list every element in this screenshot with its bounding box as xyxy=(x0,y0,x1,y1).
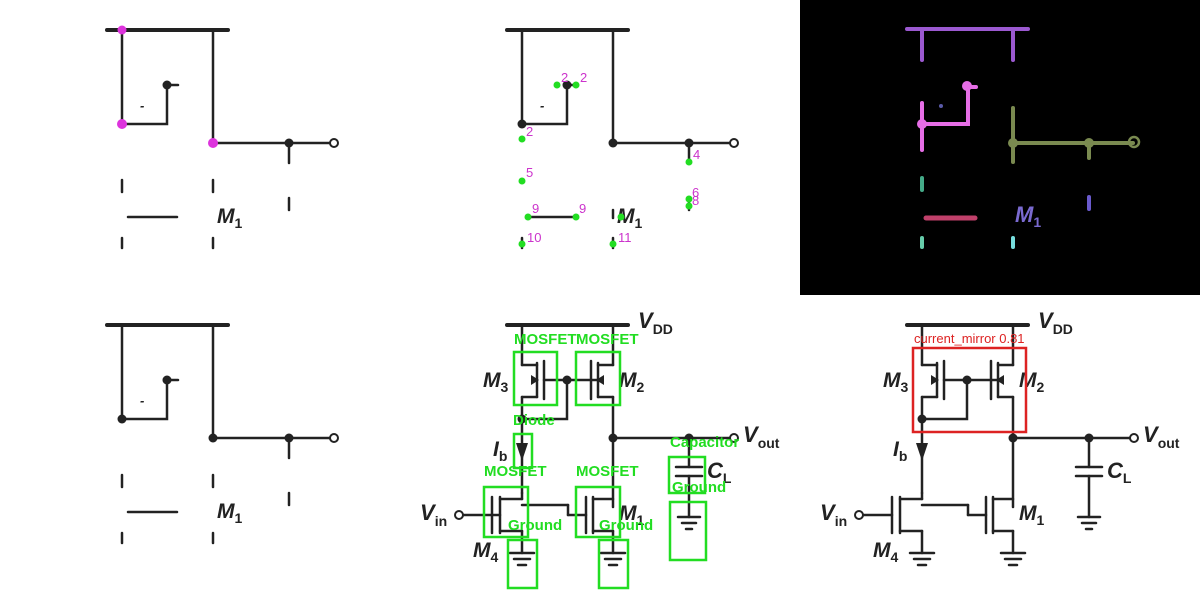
label-cl: CL xyxy=(1107,458,1132,486)
detection-label: MOSFET xyxy=(514,331,577,348)
label-m1: M1 xyxy=(1019,502,1045,528)
keypoints-canvas: - M1 2 2 2 5 9 9 xyxy=(505,28,739,250)
label-m3: M3 xyxy=(883,369,909,395)
mask-label-m1: M1 xyxy=(1015,202,1041,230)
keypoint xyxy=(685,158,693,166)
keypoint xyxy=(685,195,693,203)
junction-dot xyxy=(117,25,127,35)
panel-component-detection: VDD M3 M2 Ib Vout CL Vin M1 M4 MOSFET xyxy=(400,295,800,590)
group-canvas: VDD M3 M2 Ib Vout CL Vin M1 M4 current_m… xyxy=(820,308,1180,567)
label-m1: M1 xyxy=(217,500,243,526)
label-m1: M1 xyxy=(619,502,645,528)
label-vin: Vin xyxy=(420,500,447,529)
detection-box-diode xyxy=(512,432,534,470)
label-m4: M4 xyxy=(873,539,899,565)
label-vin: Vin xyxy=(820,500,847,529)
keypoint-label: 2 xyxy=(561,70,568,85)
skeleton-canvas: - M1 xyxy=(105,323,339,545)
group-label: current_mirror 0.81 xyxy=(914,331,1025,346)
keypoint-label: 4 xyxy=(693,147,700,162)
keypoint xyxy=(518,135,526,143)
keypoint xyxy=(518,177,526,185)
label-m4: M4 xyxy=(473,539,499,565)
junction-dot xyxy=(117,119,127,129)
keypoint xyxy=(572,81,580,89)
label-vout: Vout xyxy=(743,422,780,451)
detection-label: Ground xyxy=(672,479,726,496)
detection-box-mosfet xyxy=(574,350,622,407)
group-box-current-mirror xyxy=(911,346,1028,434)
keypoint-label: 6 xyxy=(692,185,699,200)
keypoint-label: 8 xyxy=(692,193,699,208)
segmentation-canvas: M1 xyxy=(800,0,1200,295)
panel-subcircuit-group: VDD M3 M2 Ib Vout CL Vin M1 M4 current_m… xyxy=(800,295,1200,590)
panel-skeleton: - M1 xyxy=(0,295,400,590)
label-ib: Ib xyxy=(893,438,907,464)
detection-label: Diode xyxy=(513,412,555,429)
keypoint-label: 11 xyxy=(618,230,632,245)
label-m2: M2 xyxy=(619,369,645,395)
detection-box-mosfet xyxy=(574,485,622,539)
detection-box-ground xyxy=(668,500,708,562)
keypoint xyxy=(617,213,625,221)
skeleton-junctions-canvas: - M1 xyxy=(105,25,339,250)
keypoint xyxy=(685,202,693,210)
detection-label: MOSFET xyxy=(576,331,639,348)
keypoint xyxy=(518,240,526,248)
keypoint xyxy=(524,213,532,221)
detection-box-ground xyxy=(506,538,539,590)
label-vdd: VDD xyxy=(1038,308,1073,337)
panel-segmentation-mask: M1 xyxy=(800,0,1200,295)
detection-canvas: VDD M3 M2 Ib Vout CL Vin M1 M4 MOSFET xyxy=(420,308,780,590)
panel-keypoints: - M1 2 2 2 5 9 9 xyxy=(400,0,800,295)
label-ib: Ib xyxy=(493,438,507,464)
detection-box-mosfet xyxy=(482,485,530,539)
keypoint-label: 2 xyxy=(526,124,533,139)
label-m2: M2 xyxy=(1019,369,1045,395)
detection-label: Ground xyxy=(599,517,653,534)
detection-label: MOSFET xyxy=(484,463,547,480)
minus-sign: - xyxy=(540,98,544,113)
label-vdd: VDD xyxy=(638,308,673,337)
detection-box-capacitor xyxy=(667,455,707,495)
keypoint-label: 5 xyxy=(526,165,533,180)
detection-label: Ground xyxy=(508,517,562,534)
keypoint-label: 9 xyxy=(532,201,539,216)
detection-label: MOSFET xyxy=(576,463,639,480)
keypoint-label: 10 xyxy=(527,230,541,245)
detection-box-mosfet xyxy=(512,350,559,407)
label-cl: CL xyxy=(707,458,732,486)
keypoint xyxy=(572,213,580,221)
label-m1: M1 xyxy=(217,205,243,231)
label-m1: M1 xyxy=(617,205,643,231)
minus-sign: - xyxy=(140,393,144,408)
keypoint xyxy=(609,240,617,248)
keypoint xyxy=(553,81,561,89)
minus-sign: - xyxy=(140,98,144,113)
panel-skeleton-junctions: - M1 xyxy=(0,0,400,295)
junction-dot xyxy=(208,138,218,148)
detection-box-ground xyxy=(597,538,630,590)
label-vout: Vout xyxy=(1143,422,1180,451)
keypoint-label: 9 xyxy=(579,201,586,216)
keypoint-label: 2 xyxy=(580,70,587,85)
detection-label: Capacitor xyxy=(670,434,739,451)
label-m3: M3 xyxy=(483,369,509,395)
